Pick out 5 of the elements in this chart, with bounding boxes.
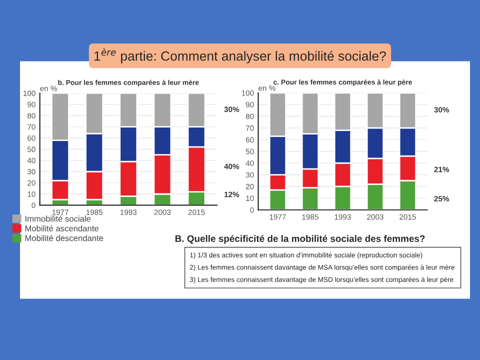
legend-label: Mobilité ascendante [25, 225, 98, 232]
text: 1$^{ère}$ partie: Comment analyser la mobilité sociale? [94, 48, 386, 64]
legend-label: Mobilité descendante [25, 234, 104, 242]
text: B. Quelle spécificité de la mobilité sociale des femmes? [175, 234, 425, 244]
legend-label: Immobilité sociale [26, 215, 91, 222]
